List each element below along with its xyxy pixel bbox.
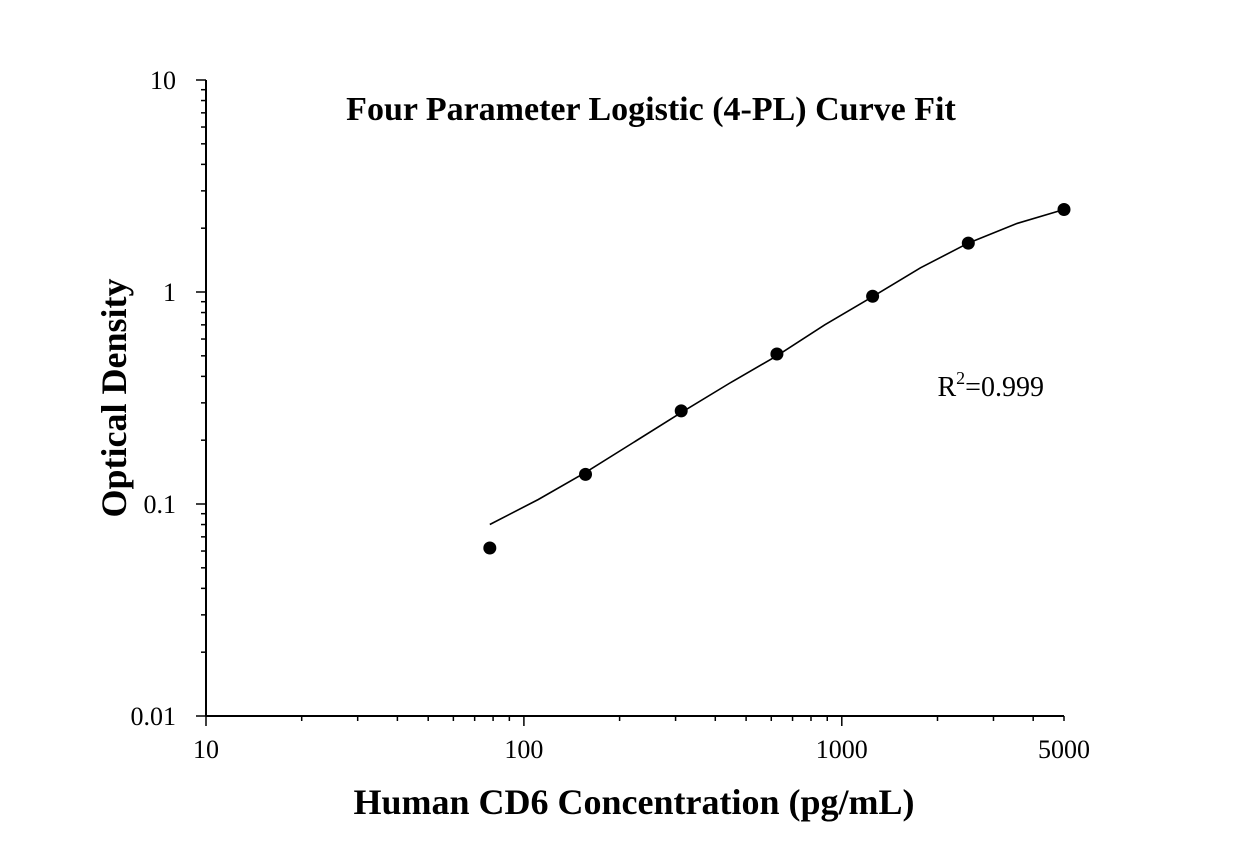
data-point (483, 541, 497, 555)
y-tick-label: 0.1 (144, 490, 177, 519)
data-point (579, 467, 593, 481)
fit-curve-layer (489, 208, 1065, 526)
ticks (196, 79, 1065, 726)
x-tick-label: 10 (193, 735, 219, 764)
r-squared-base: R (937, 372, 956, 403)
x-tick-label: 1000 (816, 735, 868, 764)
y-tick-label: 10 (150, 66, 176, 95)
axes (205, 80, 1064, 717)
x-tick-label: 5000 (1038, 735, 1090, 764)
data-point (961, 236, 975, 250)
data-point (1057, 202, 1071, 216)
x-axis-label: Human CD6 Concentration (pg/mL) (353, 782, 914, 822)
r-squared-value: =0.999 (965, 372, 1044, 403)
tick-labels: 0.01 0.1 1 10 10 100 1000 5000 (131, 66, 1091, 764)
data-point (866, 289, 880, 303)
data-point (674, 404, 688, 418)
fit-curve (489, 208, 1065, 526)
data-point (770, 347, 784, 361)
r-squared-superscript: 2 (956, 368, 965, 388)
r-squared-annotation: R2=0.999 (937, 368, 1043, 403)
x-tick-label: 100 (504, 735, 543, 764)
y-tick-label: 1 (163, 278, 176, 307)
y-tick-label: 0.01 (131, 702, 177, 731)
chart-title: Four Parameter Logistic (4-PL) Curve Fit (346, 91, 956, 128)
y-axis-label: Optical Density (94, 279, 134, 518)
data-points-layer (483, 202, 1071, 555)
